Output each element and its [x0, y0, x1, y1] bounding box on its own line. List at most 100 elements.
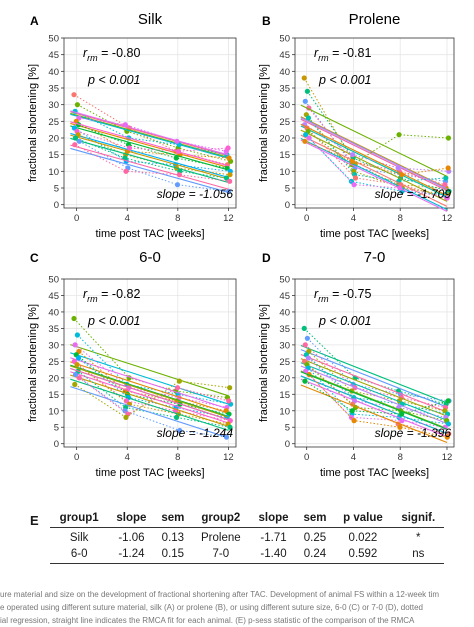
y-tick-label: 35 — [48, 324, 59, 335]
series-group — [300, 123, 451, 197]
table-cell: -1.71 — [260, 532, 287, 544]
series-dotted-line — [306, 364, 447, 422]
data-point — [397, 185, 403, 191]
series-group — [300, 352, 451, 421]
data-point — [74, 332, 81, 338]
series-fit-line — [70, 132, 229, 178]
table-cell: 0.022 — [348, 532, 378, 544]
panel-label: A — [30, 14, 39, 28]
data-point — [303, 132, 309, 138]
series-fit-line — [300, 370, 448, 429]
data-point — [445, 165, 451, 171]
data-point — [349, 408, 355, 414]
plot-frame — [63, 37, 237, 209]
series-dotted-line — [76, 364, 229, 425]
series-group — [70, 365, 233, 420]
p-value-annotation: p < 0.001 — [318, 314, 371, 328]
series-dotted-line — [308, 137, 448, 199]
x-tick-label: 12 — [223, 213, 234, 224]
data-point — [173, 414, 180, 420]
series-group — [300, 371, 450, 443]
table-cell: 6-0 — [50, 544, 109, 564]
y-tick-label: 35 — [279, 324, 290, 335]
series-group — [70, 121, 231, 167]
data-point — [225, 145, 231, 151]
comparison-table: group1 slope sem group2 slope sem p valu… — [50, 512, 444, 564]
y-tick-label: 25 — [279, 357, 290, 368]
y-tick-label: 0 — [54, 200, 59, 211]
data-point — [126, 145, 133, 151]
data-point — [72, 142, 78, 148]
series-group — [300, 358, 452, 437]
y-tick-label: 30 — [279, 340, 290, 351]
caption-line: ure material and size on the development… — [0, 590, 440, 599]
data-point — [122, 122, 128, 128]
x-tick-label: 8 — [398, 213, 403, 224]
series-group — [70, 142, 233, 190]
data-point — [123, 398, 129, 404]
series-dotted-line — [304, 380, 449, 415]
series-group — [70, 135, 230, 183]
x-tick-label: 4 — [125, 452, 130, 463]
data-point — [305, 355, 312, 361]
series-dotted-line — [79, 377, 229, 415]
x-tick-label: 0 — [304, 213, 309, 224]
series-fit-line — [300, 354, 448, 413]
y-tick-label: 50 — [48, 34, 59, 45]
table-header: sem — [154, 512, 192, 528]
data-point — [72, 342, 78, 348]
series-group — [70, 348, 229, 414]
table-cell: 0.15 — [154, 544, 192, 564]
panel-title: 7-0 — [364, 249, 386, 266]
series-fit-line — [70, 122, 229, 168]
series-fit-line — [70, 137, 229, 183]
y-tick-label: 10 — [48, 406, 59, 417]
y-tick-label: 20 — [48, 134, 59, 145]
data-point — [301, 75, 307, 81]
series-dotted-line — [308, 357, 446, 418]
data-point — [72, 135, 79, 141]
data-point — [399, 172, 405, 178]
data-point — [302, 378, 308, 384]
table-cell: -1.06 — [118, 532, 145, 544]
x-tick-label: 8 — [175, 452, 180, 463]
y-tick-label: 5 — [54, 184, 59, 195]
series-fit-line — [300, 123, 448, 197]
y-tick-label: 25 — [48, 357, 59, 368]
y-tick-label: 20 — [279, 134, 290, 145]
data-point — [304, 88, 310, 94]
series-fit-line — [70, 125, 229, 171]
data-point — [72, 381, 78, 388]
y-tick-label: 20 — [279, 373, 290, 384]
data-point — [71, 92, 77, 98]
y-axis-label: fractional shortening [%] — [258, 64, 270, 182]
data-point — [175, 148, 182, 154]
series-fit-line — [300, 384, 448, 443]
data-point — [123, 414, 129, 420]
table-header-row: group1 slope sem group2 slope sem p valu… — [50, 512, 444, 528]
series-dotted-line — [304, 124, 449, 172]
data-point — [227, 178, 233, 184]
table-header: group2 — [191, 512, 251, 528]
series-fit-line — [300, 349, 448, 408]
series-group — [300, 98, 449, 192]
data-point — [173, 155, 179, 161]
y-tick-label: 0 — [285, 439, 290, 450]
y-tick-label: 10 — [279, 167, 290, 178]
y-tick-label: 15 — [279, 390, 290, 401]
series-group — [300, 348, 448, 417]
y-tick-label: 15 — [48, 150, 59, 161]
series-fit-line — [300, 362, 448, 421]
data-point — [303, 368, 309, 374]
plot-frame — [63, 278, 237, 448]
series-dotted-line — [307, 130, 449, 166]
table-row: Silk -1.06 0.13 Prolene -1.71 0.25 0.022… — [50, 528, 444, 544]
data-point — [396, 132, 402, 138]
y-tick-label: 5 — [285, 184, 290, 195]
series-fit-line — [70, 386, 229, 439]
data-point — [444, 195, 450, 201]
x-tick-label: 8 — [175, 213, 180, 224]
y-tick-label: 5 — [285, 423, 290, 434]
series-group — [70, 367, 232, 421]
x-tick-label: 0 — [74, 213, 79, 224]
